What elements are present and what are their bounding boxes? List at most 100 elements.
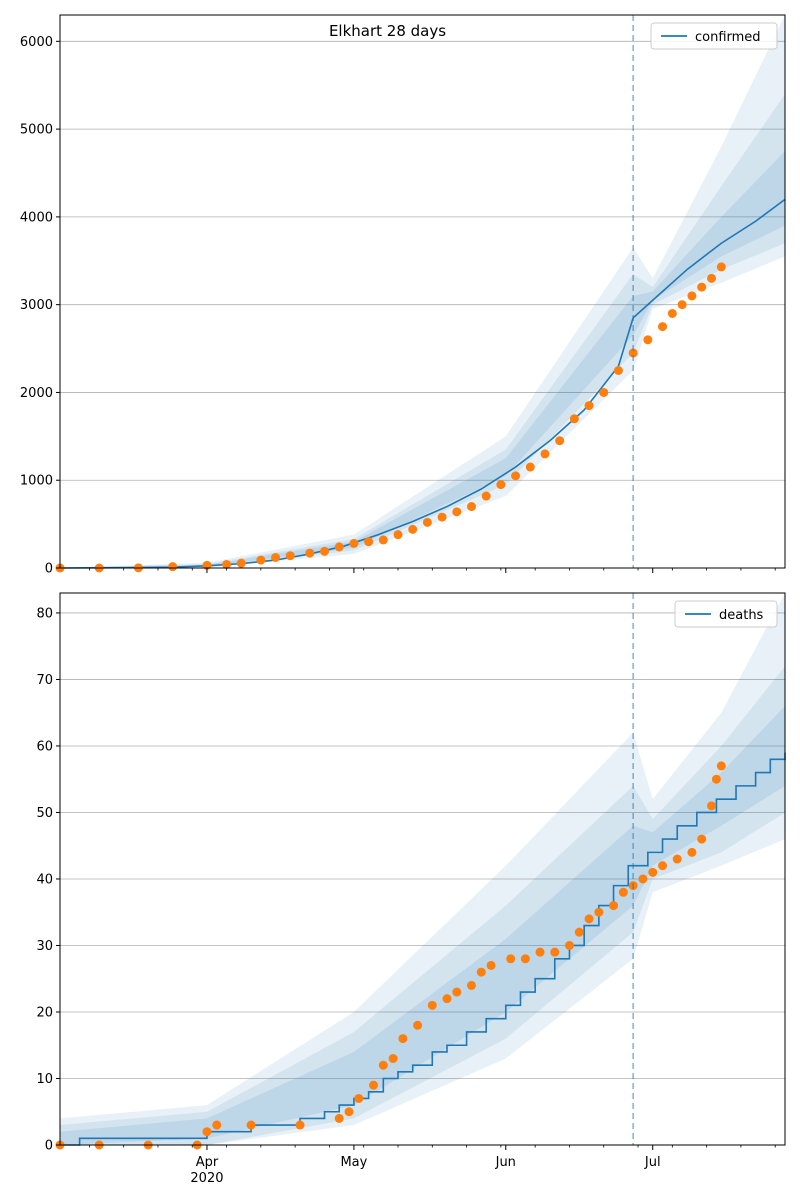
band-middle [60,666,785,1145]
confirmed-panel: 0 1000 2000 3000 4000 5000 6000 confirmed Elkh… [20,14,786,577]
observed-point [638,874,648,884]
band-outer [60,593,785,1145]
observed-point [271,552,281,562]
y-tick-label: 3000 [20,298,53,313]
observed-point [648,867,658,877]
observed-point [594,907,604,917]
observed-point [413,1020,423,1030]
series-line-deaths [60,752,786,1146]
observed-point [707,273,717,283]
legend: confirmed [650,22,778,50]
y-tick-label: 5000 [20,123,53,138]
observed-point [496,480,506,490]
y-tick-label: 0 [45,562,53,577]
y-axis-ticks: 0 10 20 30 40 50 60 70 80 [36,606,60,1154]
observed-point [658,322,668,332]
observed-point [564,940,574,950]
observed-point [476,967,486,977]
observed-point [481,491,491,501]
observed-point [422,517,432,527]
observed-point [393,530,403,540]
y-tick-label: 1000 [20,474,53,489]
observed-point [687,291,697,301]
observed-point [378,1060,388,1070]
x-axis-ticks [88,568,776,573]
observed-point [246,1120,256,1130]
observed-point [349,538,359,548]
observed-point [687,847,697,857]
y-tick-label: 2000 [20,386,53,401]
y-tick-label: 30 [36,939,53,954]
plot-frame [59,592,786,1146]
plot-frame [59,14,786,569]
observed-point [506,954,516,964]
legend-label-confirmed: confirmed [695,30,761,45]
uncertainty-bands [60,15,785,569]
observed-point [569,414,579,424]
legend-box [674,600,778,628]
observed-point [716,262,726,272]
y-tick-label: 20 [36,1005,53,1020]
y-tick-label: 0 [45,1139,53,1154]
observed-point [320,546,330,556]
observed-point [344,1107,354,1117]
legend: deaths [674,600,778,628]
y-axis-ticks: 0 1000 2000 3000 4000 5000 6000 [20,35,60,577]
observed-points [55,262,726,573]
y-tick-label: 4000 [20,210,53,225]
observed-point [707,801,717,811]
observed-point [609,901,619,911]
observed-point [369,1080,379,1090]
observed-point [466,980,476,990]
observed-point [442,994,452,1004]
model-lines [60,752,786,1146]
observed-point [168,562,178,572]
observed-point [295,1120,305,1130]
observed-point [378,535,388,545]
observed-point [584,401,594,411]
band-outer [60,15,785,568]
observed-point [236,558,246,568]
x-tick-label: Jul [644,1155,661,1170]
y-tick-label: 70 [36,673,53,688]
band-middle [60,94,785,568]
x-tick-label: Apr [196,1155,219,1170]
observed-point [256,555,266,565]
y-tick-label: 6000 [20,35,53,50]
band-inner [60,706,785,1145]
x-tick-label: May [340,1155,367,1170]
observed-point [364,537,374,547]
deaths-panel: 0 10 20 30 40 50 60 70 80 Apr May Jun Jul deaths 20… [36,592,786,1186]
observed-point [525,462,535,472]
observed-point [437,512,447,522]
y-tick-label: 10 [36,1072,53,1087]
observed-point [584,914,594,924]
observed-point [613,366,623,375]
observed-point [550,947,560,957]
observed-point [555,436,565,446]
x-axis-year-label: 2020 [190,1171,223,1186]
observed-point [574,927,584,937]
observed-point [334,1113,344,1123]
observed-point [711,774,721,784]
observed-point [486,960,496,970]
observed-point [618,887,628,897]
observed-point [466,502,476,512]
observed-point [408,524,418,534]
observed-point [535,947,545,957]
observed-point [658,861,668,871]
observed-point [334,542,344,552]
observed-point [697,282,707,292]
observed-point [677,300,687,310]
observed-point [520,954,530,964]
observed-point [398,1034,408,1044]
x-axis-ticks: Apr May Jun Jul [88,1145,776,1170]
observed-point [452,987,462,997]
observed-point [643,335,653,345]
legend-box [650,22,778,50]
observed-point [716,761,726,771]
observed-point [222,559,232,569]
observed-point [540,449,550,459]
observed-point [285,551,295,561]
